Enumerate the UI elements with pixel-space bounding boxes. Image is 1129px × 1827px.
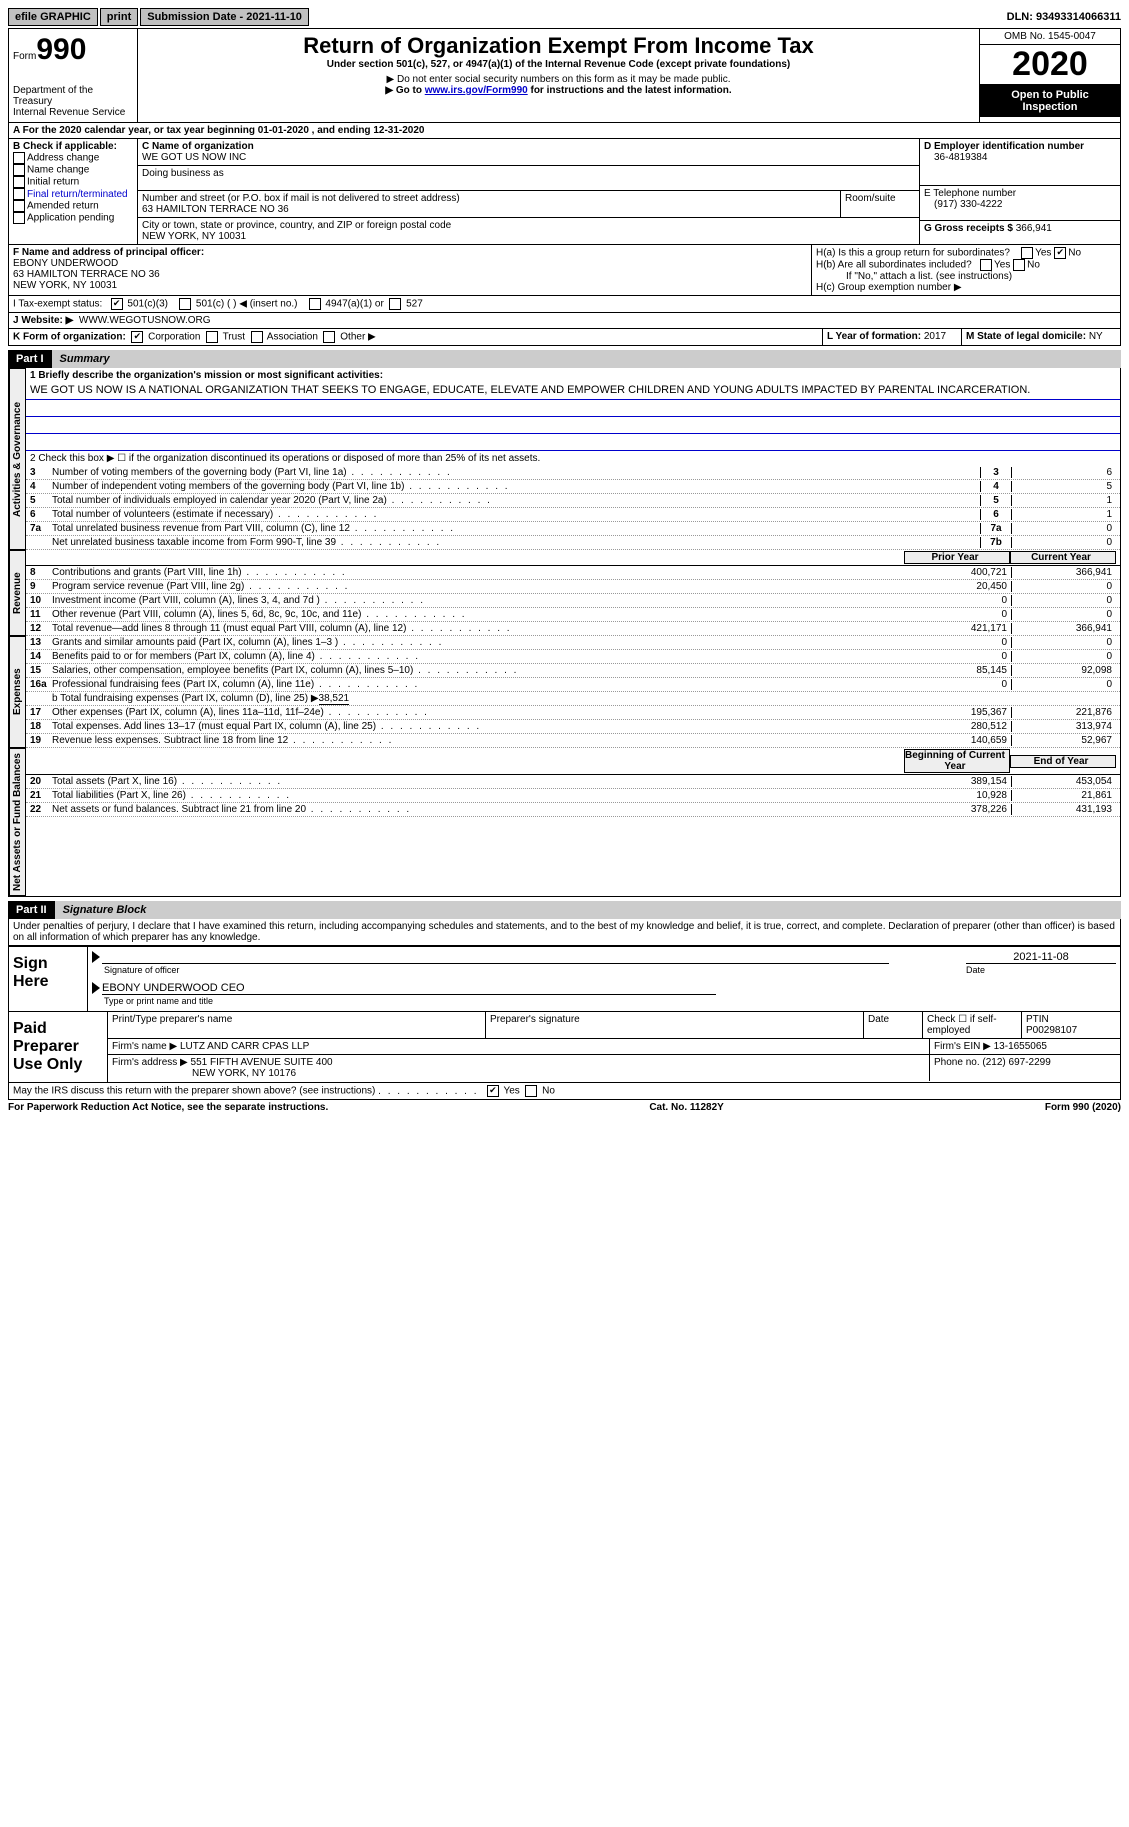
form-number: Form990	[13, 33, 133, 67]
data-line: 14 Benefits paid to or for members (Part…	[26, 650, 1120, 664]
part-2-header: Part II Signature Block	[8, 901, 1121, 919]
paid-preparer-block: Paid Preparer Use Only Print/Type prepar…	[8, 1012, 1121, 1083]
box-f: F Name and address of principal officer:…	[9, 245, 812, 295]
col-begin: Beginning of Current Year	[904, 749, 1010, 773]
data-line: 17 Other expenses (Part IX, column (A), …	[26, 706, 1120, 720]
line-a: A For the 2020 calendar year, or tax yea…	[9, 123, 428, 138]
gov-line: 3 Number of voting members of the govern…	[26, 466, 1120, 480]
form-link[interactable]: www.irs.gov/Form990	[425, 85, 528, 96]
penalty-text: Under penalties of perjury, I declare th…	[8, 919, 1121, 946]
col-current: Current Year	[1010, 551, 1116, 564]
box-b: B Check if applicable: Address change Na…	[9, 139, 138, 244]
efile-button[interactable]: efile GRAPHIC	[8, 8, 98, 26]
box-m: M State of legal domicile: NY	[962, 329, 1120, 345]
form-subtitle: Under section 501(c), 527, or 4947(a)(1)…	[142, 59, 975, 70]
box-j: J Website: ▶ WWW.WEGOTUSNOW.ORG	[9, 313, 1120, 328]
tab-governance: Activities & Governance	[9, 368, 26, 550]
tab-revenue: Revenue	[9, 550, 26, 636]
dln-label: DLN: 93493314066311	[1007, 11, 1121, 23]
col-prior: Prior Year	[904, 551, 1010, 564]
gov-line: 6 Total number of volunteers (estimate i…	[26, 508, 1120, 522]
form-header: Form990 Department of the Treasury Inter…	[8, 28, 1121, 123]
print-button[interactable]: print	[100, 8, 138, 26]
mission-text: WE GOT US NOW IS A NATIONAL ORGANIZATION…	[26, 383, 1120, 400]
box-c: C Name of organizationWE GOT US NOW INC …	[138, 139, 920, 244]
note-1: ▶ Do not enter social security numbers o…	[142, 74, 975, 85]
page-footer: For Paperwork Reduction Act Notice, see …	[8, 1102, 1121, 1113]
part-1-header: Part I Summary	[8, 350, 1121, 368]
data-line: 19 Revenue less expenses. Subtract line …	[26, 734, 1120, 748]
discuss-line: May the IRS discuss this return with the…	[9, 1083, 1120, 1099]
gov-line: 5 Total number of individuals employed i…	[26, 494, 1120, 508]
tax-year: 2020	[980, 45, 1120, 85]
form-title: Return of Organization Exempt From Incom…	[142, 33, 975, 59]
inspection-label: Open to Public Inspection	[980, 85, 1120, 117]
tab-expenses: Expenses	[9, 636, 26, 748]
data-line: 11 Other revenue (Part VIII, column (A),…	[26, 608, 1120, 622]
data-line: 8 Contributions and grants (Part VIII, l…	[26, 566, 1120, 580]
gov-line: 7a Total unrelated business revenue from…	[26, 522, 1120, 536]
box-h: H(a) Is this a group return for subordin…	[812, 245, 1120, 295]
data-line: 12 Total revenue—add lines 8 through 11 …	[26, 622, 1120, 636]
col-end: End of Year	[1010, 755, 1116, 768]
data-line: 10 Investment income (Part VIII, column …	[26, 594, 1120, 608]
data-line: 22 Net assets or fund balances. Subtract…	[26, 803, 1120, 817]
data-line: 15 Salaries, other compensation, employe…	[26, 664, 1120, 678]
data-line: 20 Total assets (Part X, line 16) 389,15…	[26, 775, 1120, 789]
data-line: 18 Total expenses. Add lines 13–17 (must…	[26, 720, 1120, 734]
submission-date: Submission Date - 2021-11-10	[140, 8, 309, 26]
box-deg: D Employer identification number36-48193…	[920, 139, 1120, 244]
line-2: 2 Check this box ▶ ☐ if the organization…	[26, 451, 1120, 466]
data-line: 9 Program service revenue (Part VIII, li…	[26, 580, 1120, 594]
mission-label: 1 Briefly describe the organization's mi…	[26, 368, 1120, 383]
gov-line: 4 Number of independent voting members o…	[26, 480, 1120, 494]
data-line: 16a Professional fundraising fees (Part …	[26, 678, 1120, 692]
box-l: L Year of formation: 2017	[823, 329, 962, 345]
note-2: ▶ Go to www.irs.gov/Form990 for instruct…	[142, 85, 975, 96]
box-k: K Form of organization: Corporation Trus…	[9, 329, 823, 345]
box-i: I Tax-exempt status: 501(c)(3) 501(c) ( …	[9, 296, 1120, 312]
data-line: 13 Grants and similar amounts paid (Part…	[26, 636, 1120, 650]
gov-line: Net unrelated business taxable income fr…	[26, 536, 1120, 550]
sign-here-block: Sign Here Signature of officer 2021-11-0…	[8, 946, 1121, 1012]
line-16b: b Total fundraising expenses (Part IX, c…	[26, 692, 1120, 706]
data-line: 21 Total liabilities (Part X, line 26) 1…	[26, 789, 1120, 803]
dept-label: Department of the Treasury Internal Reve…	[13, 85, 133, 118]
tab-net: Net Assets or Fund Balances	[9, 748, 26, 896]
top-bar: efile GRAPHIC print Submission Date - 20…	[8, 8, 1121, 26]
omb-number: OMB No. 1545-0047	[980, 29, 1120, 45]
